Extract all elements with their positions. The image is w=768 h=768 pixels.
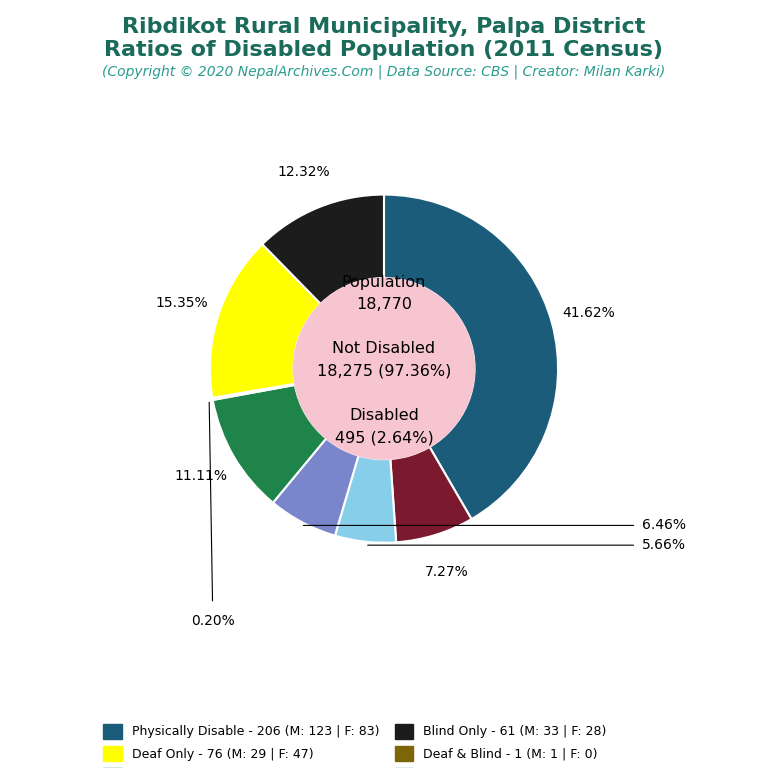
Wedge shape	[263, 194, 384, 304]
Text: 12.32%: 12.32%	[277, 165, 330, 179]
Text: 11.11%: 11.11%	[174, 469, 227, 483]
Text: Population
18,770

Not Disabled
18,275 (97.36%)

Disabled
495 (2.64%): Population 18,770 Not Disabled 18,275 (9…	[317, 275, 451, 445]
Wedge shape	[384, 194, 558, 519]
Text: 0.20%: 0.20%	[190, 614, 234, 628]
Wedge shape	[210, 244, 321, 398]
Wedge shape	[390, 447, 472, 542]
Text: 6.46%: 6.46%	[641, 518, 686, 532]
Text: 41.62%: 41.62%	[563, 306, 615, 320]
Wedge shape	[213, 384, 295, 400]
Text: 7.27%: 7.27%	[425, 564, 468, 578]
Text: Ribdikot Rural Municipality, Palpa District: Ribdikot Rural Municipality, Palpa Distr…	[122, 17, 646, 37]
Wedge shape	[335, 455, 396, 543]
Text: 5.66%: 5.66%	[641, 538, 686, 552]
Wedge shape	[213, 385, 326, 503]
Legend: Physically Disable - 206 (M: 123 | F: 83), Deaf Only - 76 (M: 29 | F: 47), Speec: Physically Disable - 206 (M: 123 | F: 83…	[97, 717, 671, 768]
Wedge shape	[273, 439, 359, 535]
Text: (Copyright © 2020 NepalArchives.Com | Data Source: CBS | Creator: Milan Karki): (Copyright © 2020 NepalArchives.Com | Da…	[102, 65, 666, 79]
Text: Ratios of Disabled Population (2011 Census): Ratios of Disabled Population (2011 Cens…	[104, 40, 664, 60]
Circle shape	[293, 278, 475, 459]
Text: 15.35%: 15.35%	[156, 296, 208, 310]
